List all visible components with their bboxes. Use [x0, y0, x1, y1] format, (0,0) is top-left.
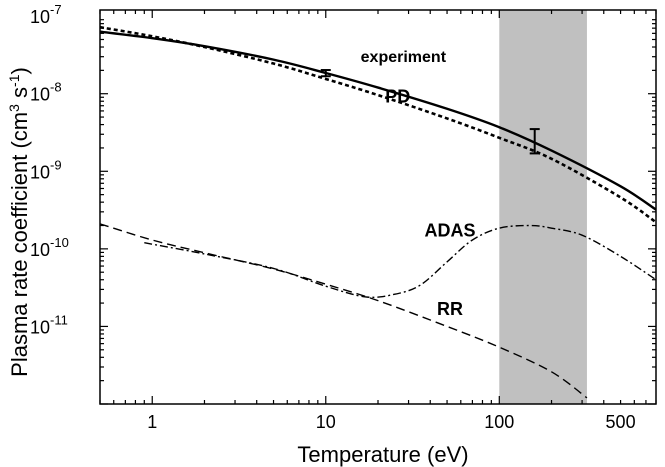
y-axis-label-sup2: -1: [6, 74, 22, 87]
series-layer: [100, 25, 656, 399]
y-tick-label: 10-7: [30, 2, 62, 27]
x-axis-label: Temperature (eV): [297, 442, 468, 467]
annotation-experiment: experiment: [361, 49, 447, 66]
x-tick-label: 100: [484, 412, 514, 432]
tick-labels: 1 10 100 500 10-11 10-10 10-9 10-8 10-7: [30, 2, 636, 432]
y-tick-label: 10-9: [30, 157, 62, 182]
error-bar: [320, 69, 331, 78]
annotation-adas: ADAS: [425, 220, 476, 240]
y-axis-label-end: ): [7, 67, 32, 74]
x-tick-label: 500: [606, 412, 636, 432]
error-bars: [320, 69, 540, 155]
shaded-temperature-band: [499, 10, 587, 404]
y-axis-label-mid: s: [7, 87, 32, 104]
y-axis-label-main: Plasma rate coefficient (cm: [7, 112, 32, 377]
x-tick-label: 1: [147, 412, 157, 432]
x-tick-label: 10: [316, 412, 336, 432]
error-bar: [529, 128, 540, 155]
annotation-pd: PD: [385, 87, 410, 107]
y-tick-label: 10-8: [30, 80, 62, 105]
y-axis-label: Plasma rate coefficient (cm3 s-1): [6, 67, 32, 377]
annotation-rr: RR: [437, 299, 463, 319]
y-tick-label: 10-11: [30, 312, 68, 337]
series-rr-line: [100, 223, 588, 399]
series-adas-line: [144, 224, 656, 299]
plot-frame: [99, 9, 657, 405]
y-tick-label: 10-10: [30, 235, 69, 260]
annotations: experiment PD ADAS RR: [361, 49, 476, 319]
series-pd-line: [100, 25, 656, 224]
y-axis-label-sup1: 3: [6, 104, 22, 112]
